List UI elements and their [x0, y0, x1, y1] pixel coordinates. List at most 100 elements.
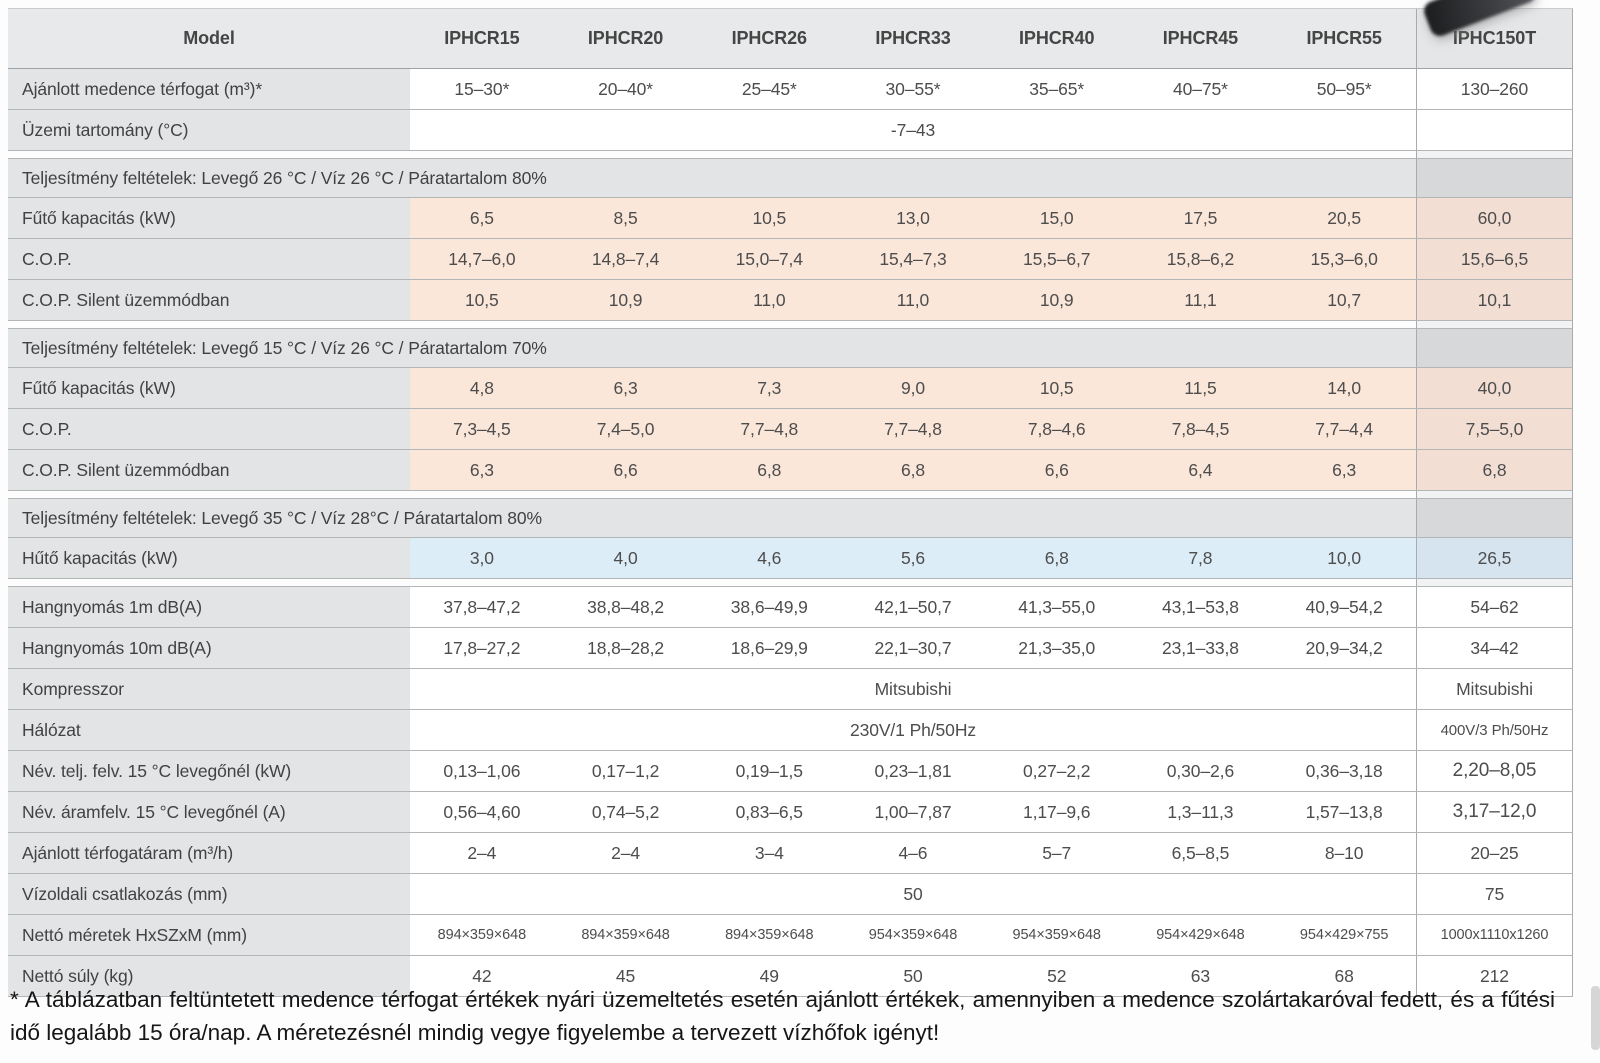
table-cell: 43,1–53,8: [1128, 587, 1273, 627]
table-cell: 0,56–4,60: [410, 792, 554, 832]
table-row: C.O.P. Silent üzemmódban 10,5 10,9 11,0 11,0…: [8, 280, 1573, 321]
table-cell: 7,8–4,5: [1128, 409, 1273, 449]
table-cell: 954×359×648: [841, 915, 985, 955]
table-cell: 5–7: [984, 833, 1129, 873]
table-cell: 20–40*: [553, 69, 698, 109]
table-cell: 9,0: [841, 368, 985, 408]
table-cell: 230V/1 Ph/50Hz: [410, 710, 1416, 750]
table-row: Fűtő kapacitás (kW) 4,8 6,3 7,3 9,0 10,5 11,5 1…: [8, 368, 1573, 409]
row-label: Üzemi tartomány (°C): [8, 110, 410, 150]
table-cell: 11,0: [697, 280, 842, 320]
section-title: Teljesítmény feltételek: Levegő 35 °C / …: [8, 499, 1416, 537]
table-cell: 7,7–4,8: [697, 409, 842, 449]
table-cell: 10,5: [984, 368, 1129, 408]
table-cell: 17,8–27,2: [410, 628, 554, 668]
row-label: C.O.P. Silent üzemmódban: [8, 280, 410, 320]
table-row: Nettó súly (kg) 42 45 49 50 52 63 68 212: [8, 956, 1573, 997]
table-cell: 40,9–54,2: [1272, 587, 1416, 627]
table-cell: 21,3–35,0: [984, 628, 1129, 668]
table-cell: 3,17–12,0: [1415, 792, 1573, 832]
table-cell: 10,9: [553, 280, 698, 320]
table-cell: 6,8: [984, 538, 1129, 578]
spec-table: Model IPHCR15 IPHCR20 IPHCR26 IPHCR33 IP…: [8, 8, 1573, 997]
table-cell: 15,0–7,4: [697, 239, 842, 279]
table-cell: 0,17–1,2: [553, 751, 698, 791]
row-label: Név. áramfelv. 15 °C levegőnél (A): [8, 792, 410, 832]
spacer-row: [8, 491, 1573, 499]
table-cell: 10,5: [410, 280, 554, 320]
table-cell: 52: [984, 956, 1129, 996]
table-cell: 50: [410, 874, 1416, 914]
table-cell: 0,83–6,5: [697, 792, 842, 832]
row-label: Hangnyomás 1m dB(A): [8, 587, 410, 627]
table-cell: Mitsubishi: [410, 669, 1416, 709]
table-cell: 6,8: [1415, 450, 1573, 490]
table-cell: 212: [1415, 956, 1573, 996]
row-label: C.O.P.: [8, 239, 410, 279]
table-cell: 894×359×648: [553, 915, 698, 955]
table-cell: 894×359×648: [697, 915, 842, 955]
table-row: C.O.P. 7,3–4,5 7,4–5,0 7,7–4,8 7,7–4,8 7,8–4,…: [8, 409, 1573, 450]
section-title: Teljesítmény feltételek: Levegő 15 °C / …: [8, 329, 1416, 367]
table-cell: 5,6: [841, 538, 985, 578]
table-cell: 20,9–34,2: [1272, 628, 1416, 668]
table-cell: 26,5: [1415, 538, 1573, 578]
spacer-segment-last: [1415, 151, 1573, 158]
table-row: C.O.P. Silent üzemmódban 6,3 6,6 6,8 6,8 6,6 6…: [8, 450, 1573, 491]
column-header-iphcr33: IPHCR33: [875, 28, 951, 48]
table-cell: 15,5–6,7: [984, 239, 1129, 279]
section-header-row: Teljesítmény feltételek: Levegő 15 °C / …: [8, 329, 1573, 368]
table-cell: 10,0: [1272, 538, 1416, 578]
table-cell: 63: [1128, 956, 1273, 996]
row-label: Ajánlott térfogatáram (m³/h): [8, 833, 410, 873]
table-cell: 4,0: [553, 538, 698, 578]
table-row: Név. telj. felv. 15 °C levegőnél (kW) 0,1…: [8, 751, 1573, 792]
table-cell: 6,3: [1272, 450, 1416, 490]
scrollbar-thumb[interactable]: [1591, 986, 1600, 1050]
table-header-row: Model IPHCR15 IPHCR20 IPHCR26 IPHCR33 IP…: [8, 9, 1573, 69]
table-cell: 15,4–7,3: [841, 239, 985, 279]
table-row: Hangnyomás 10m dB(A) 17,8–27,2 18,8–28,2 18…: [8, 628, 1573, 669]
row-label: Kompresszor: [8, 669, 410, 709]
table-cell: 10,9: [984, 280, 1129, 320]
table-cell: 7,3–4,5: [410, 409, 554, 449]
table-cell: 15,3–6,0: [1272, 239, 1416, 279]
spec-table-body: Ajánlott medence térfogat (m³)* 15–30* 20–…: [8, 69, 1573, 997]
table-cell: 38,8–48,2: [553, 587, 698, 627]
table-cell: 0,23–1,81: [841, 751, 985, 791]
table-cell: 4,8: [410, 368, 554, 408]
table-cell: 35–65*: [984, 69, 1129, 109]
table-row: C.O.P. 14,7–6,0 14,8–7,4 15,0–7,4 15,4–7,3 15…: [8, 239, 1573, 280]
spacer-row: [8, 321, 1573, 329]
table-cell: 68: [1272, 956, 1416, 996]
table-cell: 7,7–4,8: [841, 409, 985, 449]
section-title: Teljesítmény feltételek: Levegő 26 °C / …: [8, 159, 1416, 197]
table-cell: 17,5: [1128, 198, 1273, 238]
table-cell: 11,1: [1128, 280, 1273, 320]
table-cell: 41,3–55,0: [984, 587, 1129, 627]
table-cell: 37,8–47,2: [410, 587, 554, 627]
table-cell: 3–4: [697, 833, 842, 873]
table-cell: 6,4: [1128, 450, 1273, 490]
table-cell: 30–55*: [841, 69, 985, 109]
row-label: Hangnyomás 10m dB(A): [8, 628, 410, 668]
row-label: Fűtő kapacitás (kW): [8, 368, 410, 408]
table-cell: 38,6–49,9: [697, 587, 842, 627]
row-label: C.O.P.: [8, 409, 410, 449]
table-cell: 45: [553, 956, 698, 996]
table-cell: 10,5: [697, 198, 842, 238]
table-cell: [1415, 110, 1573, 150]
table-cell: 4–6: [841, 833, 985, 873]
column-header-iphcr40: IPHCR40: [1019, 28, 1095, 48]
table-cell: 7,4–5,0: [553, 409, 698, 449]
table-cell: 40–75*: [1128, 69, 1273, 109]
table-cell: 60,0: [1415, 198, 1573, 238]
table-cell: Mitsubishi: [1415, 669, 1573, 709]
table-cell: 10,7: [1272, 280, 1416, 320]
table-cell: 14,0: [1272, 368, 1416, 408]
row-label: Ajánlott medence térfogat (m³)*: [8, 69, 410, 109]
table-cell: 0,74–5,2: [553, 792, 698, 832]
table-cell: 3,0: [410, 538, 554, 578]
row-label: Hűtő kapacitás (kW): [8, 538, 410, 578]
